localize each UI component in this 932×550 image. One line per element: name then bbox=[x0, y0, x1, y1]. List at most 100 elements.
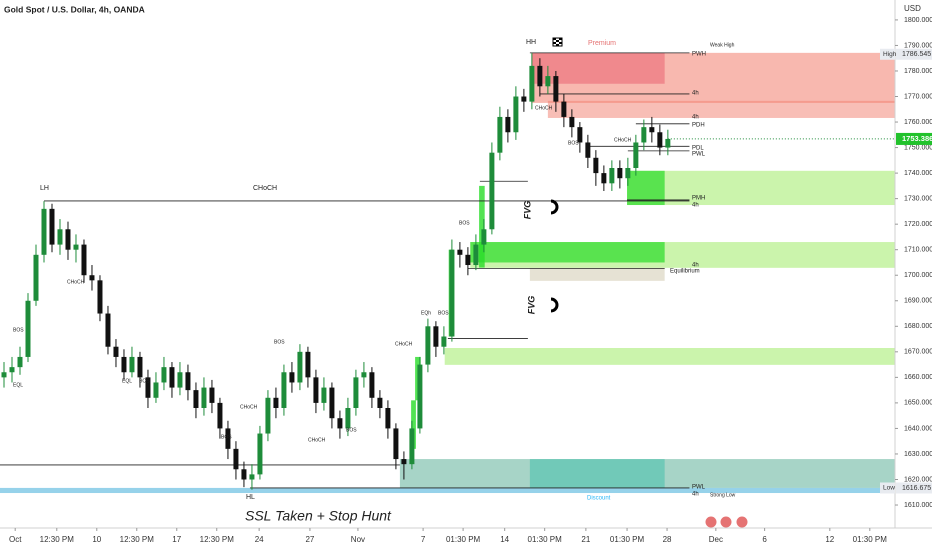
x-tick-label: 24 bbox=[255, 535, 264, 544]
annotation: FVG bbox=[522, 201, 532, 220]
y-tick-label: 1670.000 bbox=[904, 349, 932, 356]
annotation: Discount bbox=[587, 496, 611, 502]
x-tick-label: 10 bbox=[92, 535, 101, 544]
candle-body bbox=[625, 168, 631, 179]
annotation: PDH bbox=[692, 123, 705, 129]
candle-body bbox=[97, 280, 103, 314]
y-tick-label: 1740.000 bbox=[904, 170, 932, 177]
annotation: CHoCH bbox=[395, 341, 413, 347]
candle-body bbox=[577, 127, 583, 143]
y-tick-label: 1650.000 bbox=[904, 400, 932, 407]
annotation: PMH bbox=[692, 196, 705, 202]
x-tick-label: 14 bbox=[500, 535, 509, 544]
annotation: FVG bbox=[526, 296, 536, 315]
candle-body bbox=[497, 116, 503, 153]
candle-body bbox=[161, 367, 167, 383]
annotation: CHoCH bbox=[614, 137, 632, 143]
y-tick-label: 1660.000 bbox=[904, 374, 932, 381]
annotation: HL bbox=[246, 494, 255, 501]
annotation: BOS bbox=[438, 310, 449, 316]
annotation: BOS bbox=[346, 427, 357, 433]
x-tick-label: 12:30 PM bbox=[200, 535, 235, 544]
price-tag-name: High bbox=[883, 51, 897, 58]
candle-body bbox=[81, 244, 87, 276]
y-tick-label: 1770.000 bbox=[904, 93, 932, 100]
candle-body bbox=[313, 377, 319, 403]
last-price-box bbox=[896, 132, 932, 145]
y-tick-label: 1610.000 bbox=[904, 502, 932, 509]
candle-body bbox=[401, 459, 407, 465]
candle-body bbox=[457, 249, 463, 255]
y-tick-label: 1800.000 bbox=[904, 17, 932, 24]
annotations: HH Premium Weak High PWH 4h 4h PDH PDL P… bbox=[13, 39, 736, 524]
candle-body bbox=[513, 96, 519, 133]
candle-body bbox=[425, 326, 431, 365]
candle-body bbox=[505, 116, 511, 133]
candle-body bbox=[73, 244, 79, 250]
candle-body bbox=[409, 428, 415, 465]
axes: 1800.000 1790.000 1780.000 1770.000 1760.000… bbox=[9, 17, 932, 544]
price-axis bbox=[895, 0, 932, 550]
currency: USD bbox=[904, 4, 921, 13]
zone bbox=[411, 400, 416, 449]
annotation: BOS bbox=[221, 434, 232, 440]
candle-body bbox=[657, 132, 663, 148]
x-tick-label: 28 bbox=[663, 535, 672, 544]
zone bbox=[529, 267, 665, 281]
zone bbox=[470, 242, 665, 263]
x-tick-label: Nov bbox=[351, 535, 365, 544]
annotation: SSL Taken + Stop Hunt bbox=[245, 508, 392, 524]
annotation: 4h bbox=[692, 203, 699, 209]
levels bbox=[0, 52, 690, 489]
candle-body bbox=[265, 397, 271, 434]
x-tick-label: 01:30 PM bbox=[528, 535, 563, 544]
candle-body bbox=[129, 356, 135, 373]
zone bbox=[531, 52, 665, 84]
candle-body bbox=[1, 372, 7, 378]
candle-body bbox=[441, 336, 447, 347]
magnet-icon bbox=[550, 199, 559, 215]
candle-body bbox=[305, 351, 311, 378]
x-tick-label: 12 bbox=[825, 535, 834, 544]
candle-body bbox=[569, 116, 575, 128]
price-tag-value-box bbox=[896, 482, 932, 494]
candle-body bbox=[601, 173, 607, 184]
candle-body bbox=[633, 142, 639, 168]
candle-body bbox=[17, 356, 23, 368]
candle-body bbox=[641, 127, 647, 143]
candle-body bbox=[121, 356, 127, 373]
chart-title: Gold Spot / U.S. Dollar, 4h, OANDA bbox=[4, 4, 145, 14]
zone bbox=[0, 487, 895, 494]
price-tag-value: 1786.545 bbox=[902, 51, 931, 58]
candle-body bbox=[329, 387, 335, 419]
candle-body bbox=[345, 408, 351, 429]
candle-body bbox=[617, 168, 623, 179]
event-icon[interactable] bbox=[704, 515, 718, 529]
price-tag-value: 1616.675 bbox=[902, 485, 931, 492]
annotation: PWL bbox=[692, 152, 706, 158]
annotation: EQL bbox=[13, 382, 23, 388]
event-icon[interactable] bbox=[719, 515, 733, 529]
annotation: Premium bbox=[588, 40, 616, 47]
candle-body bbox=[529, 65, 535, 102]
candle-body bbox=[281, 372, 287, 408]
candles bbox=[1, 53, 671, 490]
candle-body bbox=[369, 372, 375, 398]
y-tick-label: 1640.000 bbox=[904, 425, 932, 432]
zone bbox=[627, 170, 665, 206]
candle-body bbox=[257, 433, 263, 475]
candle-body bbox=[649, 127, 655, 133]
annotation: CHoCH bbox=[240, 404, 258, 410]
event-icon[interactable] bbox=[735, 515, 749, 529]
annotation: BOS bbox=[13, 327, 24, 333]
x-tick-label: 7 bbox=[421, 535, 426, 544]
x-tick-label: 6 bbox=[762, 535, 767, 544]
candle-body bbox=[433, 326, 439, 347]
candle-body bbox=[561, 101, 567, 117]
annotation: PWL bbox=[692, 485, 706, 491]
candle-body bbox=[169, 367, 175, 388]
candle-body bbox=[9, 367, 15, 373]
x-tick-label: 01:30 PM bbox=[610, 535, 645, 544]
annotation: Strong Low bbox=[710, 492, 736, 498]
flag-icon bbox=[553, 38, 562, 46]
